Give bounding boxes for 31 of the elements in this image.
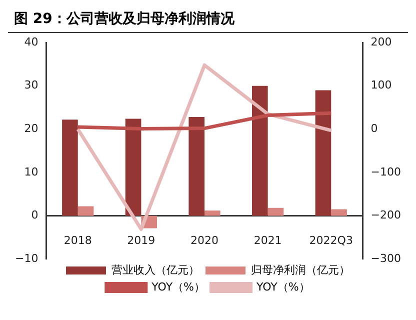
legend-label: 归母净利润（亿元） [251, 263, 350, 276]
legend-label: YOY（%） [150, 280, 206, 294]
bar [204, 210, 220, 216]
bar [268, 208, 284, 216]
bar [188, 117, 204, 216]
y2-tick-label: 100 [370, 78, 392, 92]
chart-title: 图 29：公司营收及归母净利润情况 [8, 8, 408, 33]
y-tick-label: 0 [31, 208, 38, 222]
x-tick-label: 2020 [190, 234, 218, 248]
y2-tick-label: −300 [370, 252, 402, 265]
y2-tick-label: −200 [370, 208, 402, 222]
y2-tick-label: 200 [370, 35, 392, 48]
x-tick-label: 2018 [64, 234, 92, 248]
bar [252, 86, 268, 216]
x-tick-label: 2022Q3 [309, 234, 353, 248]
legend-label: 营业收入（亿元） [112, 263, 200, 276]
bar [331, 209, 347, 216]
y2-tick-label: 0 [370, 122, 378, 136]
y-tick-label: 10 [24, 165, 38, 178]
x-tick-label: 2019 [127, 234, 156, 248]
x-tick-label: 2021 [254, 234, 282, 248]
y2-tick-label: −100 [370, 165, 402, 178]
y-tick-label: 40 [24, 35, 38, 48]
y-tick-label: 20 [24, 122, 38, 136]
bar [125, 118, 142, 216]
y-tick-label: −10 [14, 252, 38, 265]
bar [78, 206, 94, 216]
legend-label: YOY（%） [256, 280, 310, 294]
bar [62, 120, 78, 216]
bar [315, 90, 332, 216]
y-tick-label: 30 [24, 78, 38, 92]
